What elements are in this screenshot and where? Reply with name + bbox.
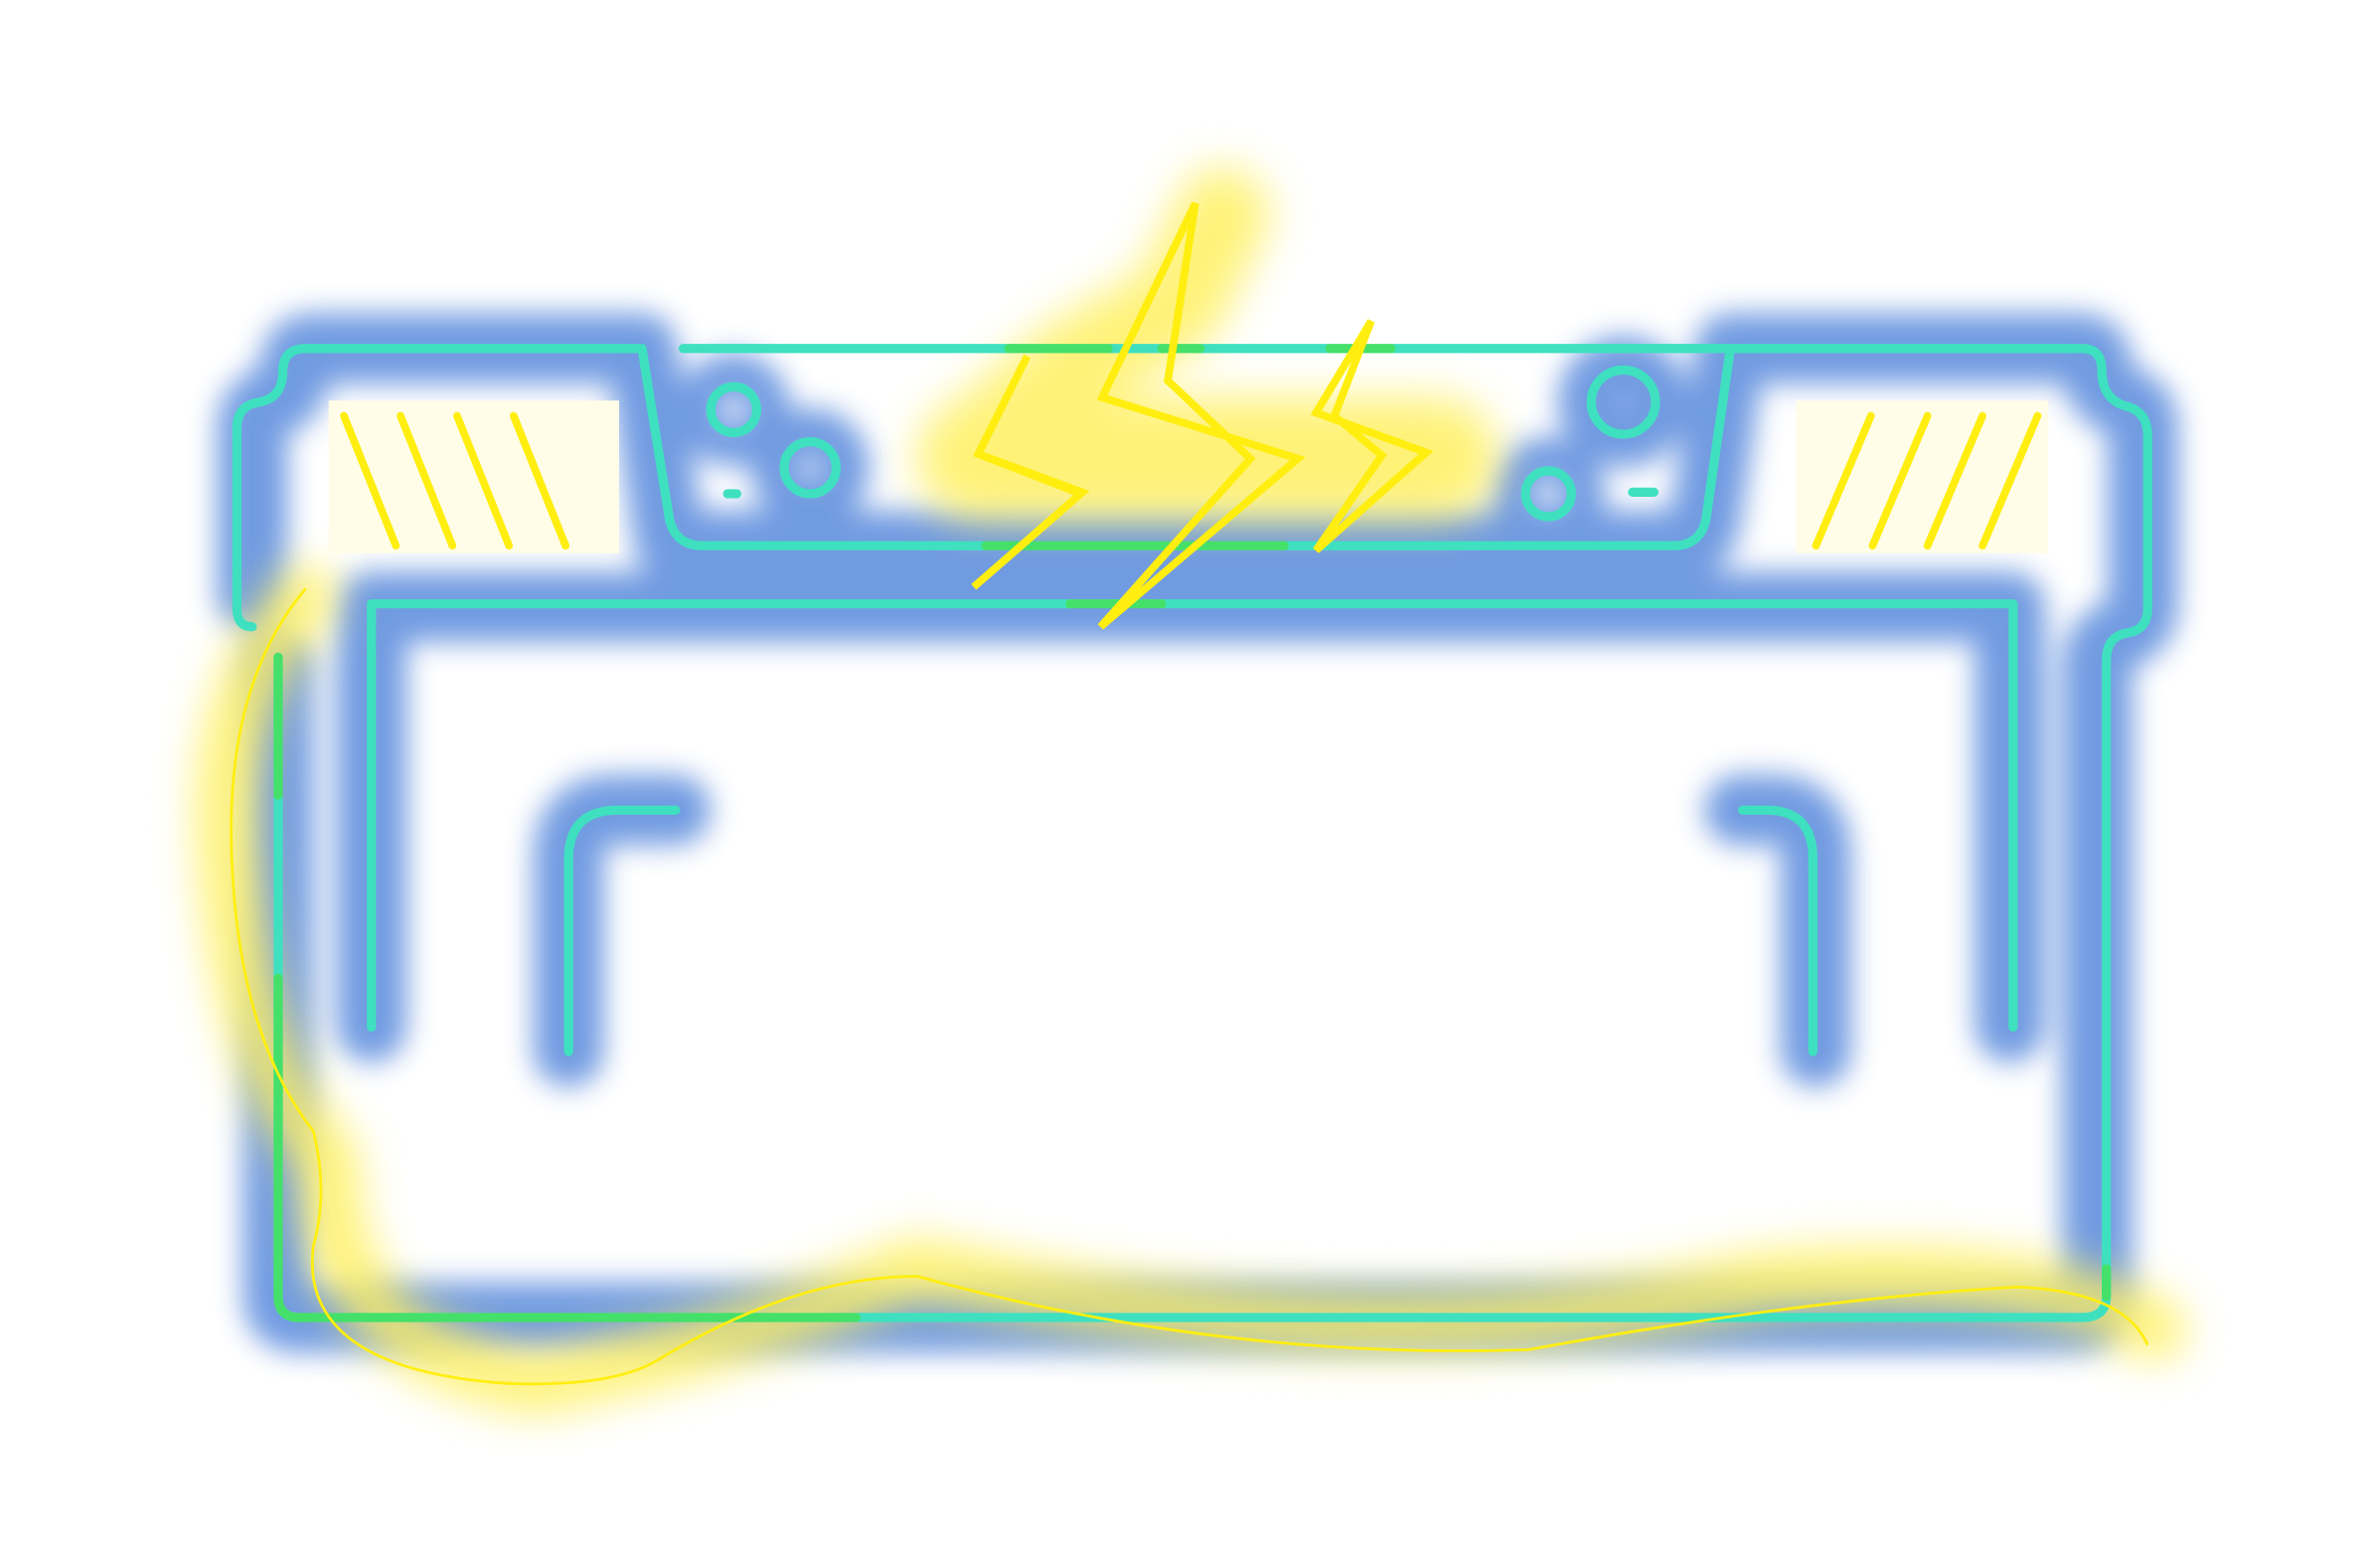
inner-top-line <box>367 599 2018 1032</box>
inner-hook-right <box>1737 805 1818 1056</box>
terminal-circle <box>706 382 762 438</box>
vent-stripes-icon <box>340 411 2042 550</box>
inner-hook-left <box>563 805 681 1056</box>
lightning-bolt-icon <box>971 202 1434 630</box>
terminal-circle <box>779 437 842 499</box>
terminal-circle <box>1586 365 1661 439</box>
lightning-bolt-left <box>971 354 1090 590</box>
housing-right-outline <box>851 344 2152 1322</box>
lightning-bolt-right <box>1310 319 1434 553</box>
terminal-circle <box>1520 466 1576 522</box>
yellow-glow-layer <box>196 168 2186 1414</box>
lightning-bolt-center <box>1096 202 1306 630</box>
cable-icon <box>230 587 2149 1386</box>
cyan-tube-layer <box>232 344 2152 1322</box>
housing-left-outline <box>232 344 991 632</box>
